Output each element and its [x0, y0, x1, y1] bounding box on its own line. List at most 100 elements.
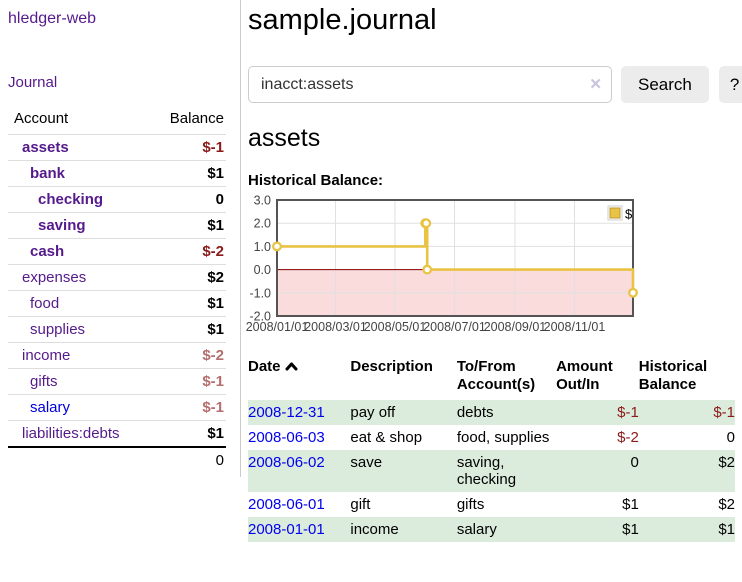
- account-link[interactable]: food: [30, 295, 60, 312]
- account-link[interactable]: assets: [22, 139, 69, 156]
- account-row: checking 0: [8, 186, 226, 213]
- help-button[interactable]: ?: [718, 66, 742, 103]
- transaction-date-cell: 2008-01-01: [248, 517, 350, 542]
- transaction-accounts: salary: [456, 521, 497, 538]
- register-rows: 2008-12-31 pay off debts $-1 $-1 2008-06-03 ea…: [248, 400, 735, 542]
- svg-text:2008/09/01: 2008/09/01: [484, 320, 547, 334]
- data-point-marker: [422, 264, 433, 275]
- sidebar: hledger-web Journal Account Balance asse…: [0, 0, 241, 477]
- svg-text:2.0: 2.0: [254, 217, 271, 231]
- transaction-date-link[interactable]: 2008-06-01: [248, 496, 325, 513]
- account-link[interactable]: expenses: [22, 269, 87, 286]
- clear-search-icon[interactable]: ✕: [589, 76, 602, 93]
- account-cell: gifts: [8, 368, 149, 395]
- transaction-amount: $-1: [617, 404, 639, 421]
- transaction-description: pay off: [350, 404, 396, 421]
- account-row: liabilities:debts $1: [8, 420, 226, 447]
- transaction-description: income: [350, 521, 399, 538]
- svg-text:2008/01/01: 2008/01/01: [246, 320, 309, 334]
- main-content: sample.journal ✕ Search ? assets Histori…: [246, 0, 742, 542]
- accounts-total-row: 0: [8, 446, 226, 473]
- account-row: gifts $-1: [8, 368, 226, 395]
- transaction-date-cell: 2008-06-01: [248, 492, 350, 517]
- register-header-amount: Amount Out/In: [556, 358, 613, 393]
- transaction-date-cell: 2008-06-03: [248, 425, 350, 450]
- account-cell: food: [8, 290, 149, 317]
- account-cell: cash: [8, 238, 149, 265]
- app-brand-link[interactable]: hledger-web: [8, 10, 97, 27]
- register-table: Date Description To/From Account(s) Amou…: [248, 355, 735, 542]
- transaction-accounts: food, supplies: [456, 429, 550, 446]
- search-button[interactable]: Search: [621, 66, 709, 103]
- svg-text:0.0: 0.0: [254, 263, 271, 277]
- search-form: ✕ Search ?: [248, 66, 742, 103]
- register-row: 2008-06-02 save saving, checking 0 $2: [248, 450, 735, 492]
- register-header-date[interactable]: Date: [248, 355, 350, 400]
- svg-text:2008/03/01: 2008/03/01: [304, 320, 367, 334]
- account-cell: salary: [8, 394, 149, 421]
- register-row: 2008-06-03 eat & shop food, supplies $-2 0: [248, 425, 735, 450]
- account-link[interactable]: saving: [38, 217, 86, 234]
- transaction-date-link[interactable]: 2008-06-03: [248, 429, 325, 446]
- plot-border: [276, 199, 634, 317]
- account-balance: $-2: [148, 342, 226, 369]
- account-balance: $-1: [148, 368, 226, 395]
- transaction-date-cell: 2008-06-02: [248, 450, 350, 492]
- transaction-date-cell: 2008-12-31: [248, 400, 350, 425]
- account-row: cash $-2: [8, 238, 226, 265]
- transaction-balance: $2: [718, 454, 735, 471]
- data-point-marker: [421, 218, 432, 229]
- account-balance: $1: [148, 160, 226, 187]
- accounts-header-balance: Balance: [169, 110, 224, 127]
- search-input-wrap: ✕: [248, 66, 612, 103]
- transaction-description: gift: [350, 496, 371, 513]
- account-link[interactable]: supplies: [30, 321, 86, 338]
- legend-swatch: [609, 207, 621, 219]
- chevron-up-icon: [285, 362, 298, 371]
- account-cell: income: [8, 342, 149, 369]
- account-link[interactable]: income: [22, 347, 71, 364]
- transaction-date-link[interactable]: 2008-12-31: [248, 404, 325, 421]
- account-link[interactable]: gifts: [30, 373, 58, 390]
- account-link[interactable]: bank: [30, 165, 66, 182]
- account-balance: $1: [148, 212, 226, 239]
- account-link[interactable]: liabilities:debts: [22, 425, 120, 442]
- transaction-description: save: [350, 454, 383, 471]
- account-link[interactable]: checking: [38, 191, 104, 208]
- account-row: assets $-1: [8, 134, 226, 161]
- transaction-balance: 0: [726, 429, 735, 446]
- transaction-accounts: gifts: [456, 496, 485, 513]
- register-row: 2008-06-01 gift gifts $1 $2: [248, 492, 735, 517]
- svg-text:-2.0: -2.0: [249, 310, 271, 324]
- transaction-amount: $1: [622, 521, 639, 538]
- transaction-amount: $-2: [617, 429, 639, 446]
- register-header-date-label: Date: [248, 358, 281, 375]
- legend-label: $: [625, 207, 633, 222]
- accounts-total-spacer: [8, 446, 149, 473]
- transaction-balance: $-1: [713, 404, 735, 421]
- svg-text:2008/07/01: 2008/07/01: [423, 320, 486, 334]
- search-input[interactable]: [248, 66, 612, 103]
- account-balance: 0: [148, 186, 226, 213]
- accounts-total-value: 0: [148, 446, 226, 473]
- accounts-header-row: Account Balance: [8, 106, 226, 135]
- account-heading: assets: [248, 124, 321, 152]
- transaction-accounts: saving, checking: [456, 454, 517, 488]
- transaction-date-link[interactable]: 2008-06-02: [248, 454, 325, 471]
- sidebar-item-journal[interactable]: Journal: [8, 74, 58, 91]
- account-cell: supplies: [8, 316, 149, 343]
- transaction-date-link[interactable]: 2008-01-01: [248, 521, 325, 538]
- transaction-description: eat & shop: [350, 429, 423, 446]
- transaction-amount: $1: [622, 496, 639, 513]
- sidebar-nav: Journal: [8, 74, 240, 91]
- svg-text:2008/05/01: 2008/05/01: [364, 320, 427, 334]
- account-balance: $-1: [148, 134, 226, 161]
- account-balance: $1: [148, 290, 226, 317]
- svg-text:3.0: 3.0: [254, 194, 271, 208]
- account-link[interactable]: salary: [30, 399, 71, 416]
- account-cell: expenses: [8, 264, 149, 291]
- account-link[interactable]: cash: [30, 243, 65, 260]
- svg-text:-1.0: -1.0: [249, 286, 271, 300]
- account-balance: $-2: [148, 238, 226, 265]
